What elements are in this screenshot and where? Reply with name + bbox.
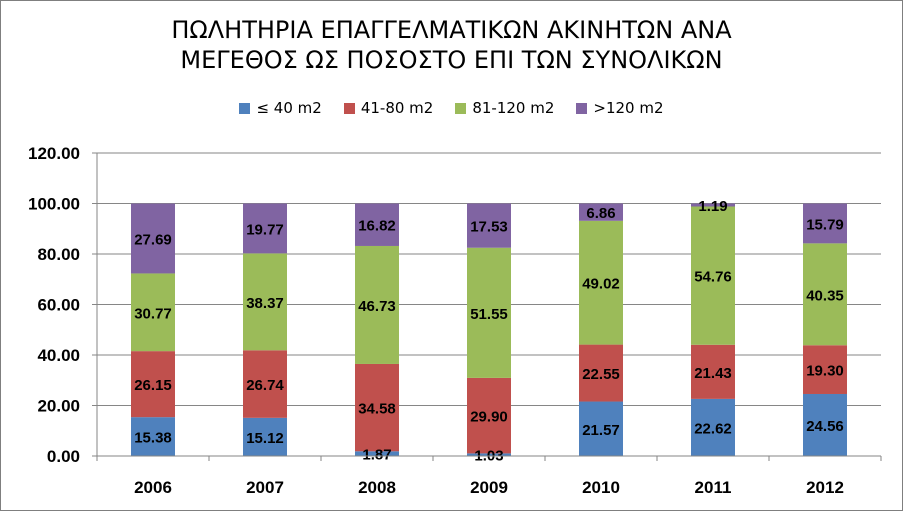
bar-segment bbox=[579, 401, 623, 456]
bar-segment bbox=[355, 363, 399, 452]
x-tick-label: 2006 bbox=[134, 478, 172, 497]
data-label: 29.90 bbox=[470, 409, 508, 426]
data-label: 19.77 bbox=[246, 221, 284, 238]
bar-segment bbox=[803, 393, 847, 456]
y-tick-label: 20.00 bbox=[37, 397, 80, 416]
bar-segment bbox=[691, 398, 735, 456]
data-label: 21.57 bbox=[582, 422, 620, 439]
data-label: 24.56 bbox=[806, 418, 844, 435]
legend-item-gt120: >120 m2 bbox=[576, 99, 664, 117]
data-label: 1.19 bbox=[698, 198, 727, 215]
y-tick-label: 0.00 bbox=[47, 447, 80, 466]
bar-segment bbox=[467, 453, 511, 456]
bar-segment bbox=[243, 350, 287, 418]
bar-segment bbox=[691, 203, 735, 207]
data-label: 49.02 bbox=[582, 276, 620, 293]
x-tick-label: 2009 bbox=[470, 478, 508, 497]
bar-segment bbox=[579, 220, 623, 345]
bar-segment bbox=[243, 203, 287, 254]
bar-segment bbox=[691, 206, 735, 345]
legend-label-81-120: 81-120 m2 bbox=[472, 99, 555, 117]
data-label: 1.87 bbox=[362, 447, 391, 464]
data-label: 6.86 bbox=[586, 205, 615, 222]
bar-segment bbox=[243, 417, 287, 456]
legend-swatch-81-120 bbox=[455, 102, 467, 114]
data-label: 22.55 bbox=[582, 366, 620, 383]
x-tick-label: 2007 bbox=[246, 478, 284, 497]
x-tick-label: 2012 bbox=[806, 478, 844, 497]
x-tick-label: 2011 bbox=[695, 478, 732, 497]
bar-segment bbox=[803, 345, 847, 394]
data-label: 38.37 bbox=[246, 295, 284, 312]
bar-segment bbox=[131, 351, 175, 418]
data-label: 34.58 bbox=[358, 401, 396, 418]
bar-segment bbox=[803, 203, 847, 244]
legend-swatch-le40 bbox=[239, 102, 251, 114]
data-label: 27.69 bbox=[134, 231, 172, 248]
bar-segment bbox=[131, 273, 175, 352]
bar-segment bbox=[467, 377, 511, 454]
chart-legend: ≤ 40 m2 41-80 m2 81-120 m2 >120 m2 bbox=[1, 99, 902, 117]
data-label: 46.73 bbox=[358, 298, 396, 315]
data-label: 26.15 bbox=[134, 377, 172, 394]
bar-segment bbox=[579, 203, 623, 221]
legend-label-gt120: >120 m2 bbox=[593, 99, 664, 117]
bar-segment bbox=[691, 344, 735, 399]
legend-item-le40: ≤ 40 m2 bbox=[239, 99, 322, 117]
bar-segment bbox=[803, 243, 847, 346]
y-tick-label: 40.00 bbox=[37, 346, 80, 365]
y-tick-label: 80.00 bbox=[37, 245, 80, 264]
data-label: 26.74 bbox=[246, 377, 284, 394]
bar-segment bbox=[355, 451, 399, 456]
data-label: 54.76 bbox=[694, 269, 732, 286]
data-label: 51.55 bbox=[470, 306, 508, 323]
y-tick-label: 100.00 bbox=[28, 195, 80, 214]
bar-segment bbox=[131, 203, 175, 274]
y-tick-label: 60.00 bbox=[37, 296, 80, 315]
bar-segment bbox=[579, 344, 623, 402]
data-label: 15.38 bbox=[134, 430, 172, 447]
legend-label-41-80: 41-80 m2 bbox=[360, 99, 434, 117]
data-label: 16.82 bbox=[358, 218, 396, 235]
chart-title: ΠΩΛΗΤΗΡΙΑ ΕΠΑΓΓΕΛΜΑΤΙΚΩΝ ΑΚΙΝΗΤΩΝ ΑΝΑ ΜΕ… bbox=[1, 15, 902, 75]
chart-title-line-2: ΜΕΓΕΘΟΣ ΩΣ ΠΟΣΟΣΤΟ ΕΠΙ ΤΩΝ ΣΥΝΟΛΙΚΩΝ bbox=[180, 46, 723, 74]
legend-swatch-gt120 bbox=[576, 102, 588, 114]
bar-segment bbox=[467, 203, 511, 248]
data-label: 40.35 bbox=[806, 287, 844, 304]
data-label: 30.77 bbox=[134, 305, 172, 322]
bar-segment bbox=[467, 247, 511, 378]
chart-title-line-1: ΠΩΛΗΤΗΡΙΑ ΕΠΑΓΓΕΛΜΑΤΙΚΩΝ ΑΚΙΝΗΤΩΝ ΑΝΑ bbox=[171, 16, 732, 44]
data-label: 19.30 bbox=[806, 363, 844, 380]
legend-item-81-120: 81-120 m2 bbox=[455, 99, 554, 117]
legend-swatch-41-80 bbox=[343, 102, 355, 114]
legend-label-le40: ≤ 40 m2 bbox=[256, 99, 322, 117]
data-label: 21.43 bbox=[694, 365, 732, 382]
data-label: 17.53 bbox=[470, 219, 508, 236]
data-label: 15.12 bbox=[246, 430, 284, 447]
x-tick-label: 2008 bbox=[358, 478, 396, 497]
x-tick-label: 2010 bbox=[582, 478, 620, 497]
bar-segment bbox=[131, 417, 175, 456]
bar-segment bbox=[355, 203, 399, 246]
y-tick-label: 120.00 bbox=[28, 144, 80, 163]
bar-segment bbox=[243, 253, 287, 351]
data-label: 22.62 bbox=[694, 420, 732, 437]
legend-item-41-80: 41-80 m2 bbox=[343, 99, 434, 117]
bar-segment bbox=[355, 245, 399, 364]
data-label: 15.79 bbox=[806, 216, 844, 233]
